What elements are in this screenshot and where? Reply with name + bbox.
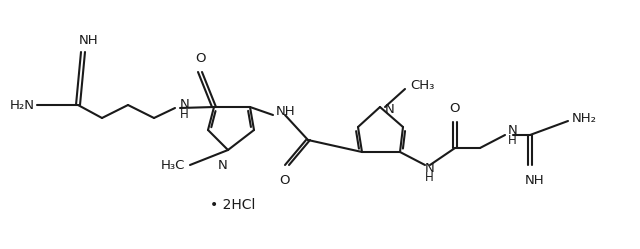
Text: H₃C: H₃C	[161, 159, 185, 172]
Text: CH₃: CH₃	[410, 78, 435, 91]
Text: O: O	[450, 102, 460, 115]
Text: N: N	[180, 98, 189, 111]
Text: N: N	[218, 159, 228, 172]
Text: O: O	[279, 174, 289, 187]
Text: O: O	[195, 52, 205, 65]
Text: N: N	[508, 124, 518, 136]
Text: H: H	[508, 133, 516, 146]
Text: NH₂: NH₂	[572, 112, 597, 124]
Text: H: H	[425, 171, 434, 184]
Text: • 2HCl: • 2HCl	[210, 198, 255, 212]
Text: NH: NH	[525, 174, 545, 187]
Text: H₂N: H₂N	[10, 99, 35, 112]
Text: N: N	[385, 103, 395, 116]
Text: NH: NH	[79, 34, 99, 47]
Text: NH: NH	[276, 105, 296, 118]
Text: N: N	[425, 162, 435, 175]
Text: H: H	[180, 108, 189, 121]
